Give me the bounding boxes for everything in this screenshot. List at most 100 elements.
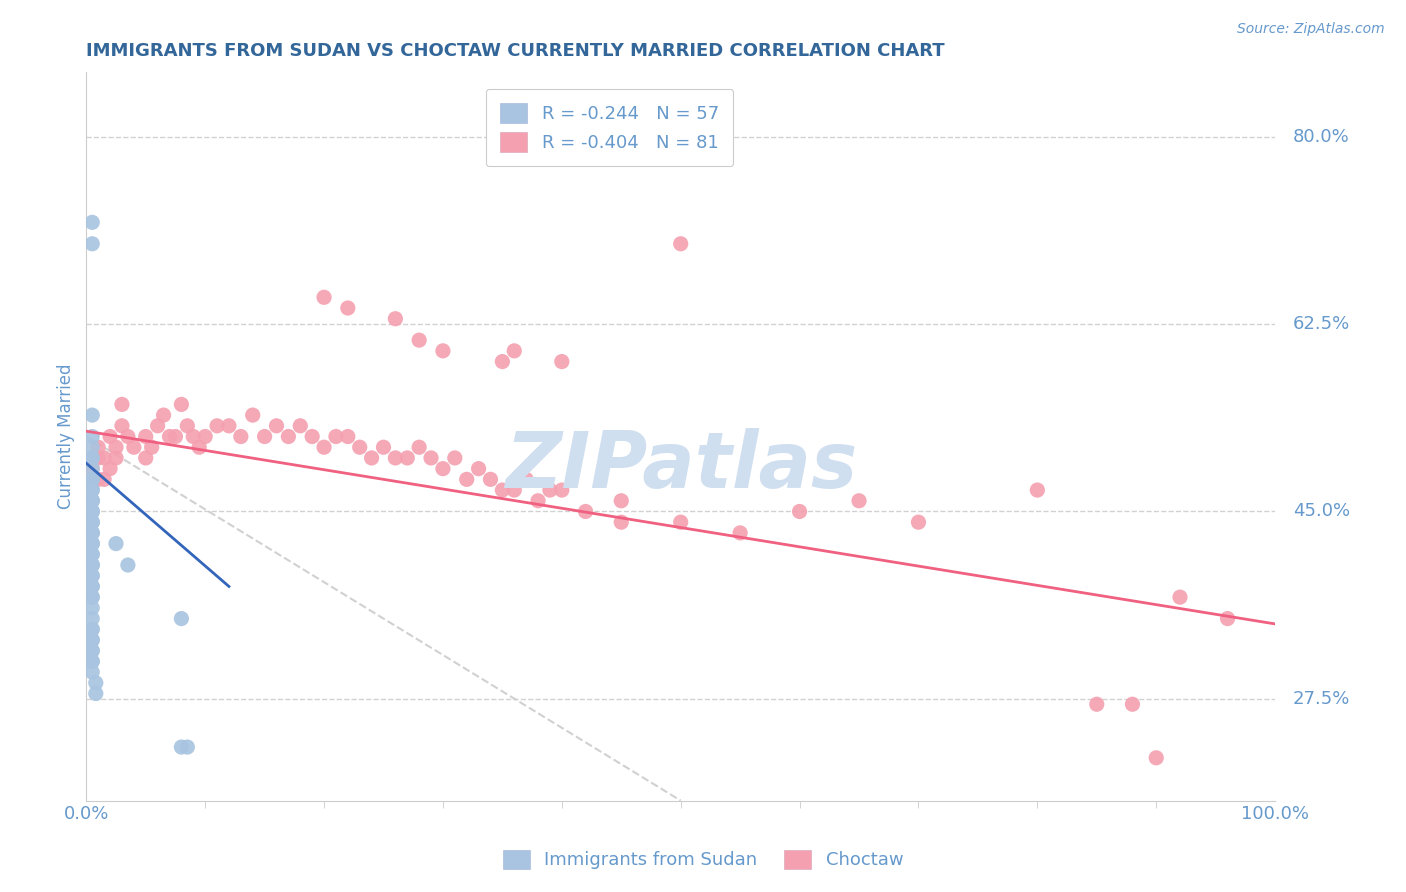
Point — [82, 461, 104, 475]
Point — [82, 632, 104, 647]
Point — [111, 418, 134, 433]
Point — [82, 558, 104, 572]
Point — [141, 440, 163, 454]
Point — [82, 236, 104, 251]
Point — [443, 450, 465, 465]
Point — [574, 504, 596, 518]
Point — [84, 675, 107, 690]
Point — [82, 515, 104, 529]
Point — [242, 408, 264, 422]
Point — [165, 429, 187, 443]
Point — [117, 429, 139, 443]
Y-axis label: Currently Married: Currently Married — [58, 364, 75, 509]
Point — [98, 461, 121, 475]
Point — [82, 408, 104, 422]
Point — [408, 440, 430, 454]
Text: IMMIGRANTS FROM SUDAN VS CHOCTAW CURRENTLY MARRIED CORRELATION CHART: IMMIGRANTS FROM SUDAN VS CHOCTAW CURRENT… — [86, 42, 945, 60]
Point — [420, 450, 443, 465]
Point — [82, 558, 104, 572]
Point — [349, 440, 371, 454]
Point — [82, 579, 104, 593]
Point — [479, 472, 502, 486]
Point — [1121, 698, 1143, 712]
Point — [1144, 751, 1167, 765]
Point — [669, 236, 692, 251]
Point — [82, 579, 104, 593]
Point — [456, 472, 478, 486]
Point — [266, 418, 288, 433]
Point — [491, 483, 513, 497]
Point — [176, 418, 198, 433]
Point — [82, 504, 104, 518]
Point — [312, 290, 335, 304]
Point — [82, 450, 104, 465]
Point — [82, 654, 104, 668]
Point — [503, 343, 526, 358]
Point — [1085, 698, 1108, 712]
Point — [87, 440, 110, 454]
Point — [105, 450, 128, 465]
Point — [82, 600, 104, 615]
Point — [82, 525, 104, 540]
Text: Source: ZipAtlas.com: Source: ZipAtlas.com — [1237, 22, 1385, 37]
Point — [93, 450, 115, 465]
Point — [82, 525, 104, 540]
Point — [82, 632, 104, 647]
Point — [515, 472, 537, 486]
Point — [82, 622, 104, 636]
Point — [1216, 611, 1239, 625]
Point — [432, 343, 454, 358]
Point — [82, 493, 104, 508]
Point — [105, 440, 128, 454]
Point — [93, 472, 115, 486]
Point — [98, 429, 121, 443]
Point — [82, 483, 104, 497]
Point — [290, 418, 312, 433]
Point — [188, 440, 211, 454]
Point — [848, 493, 870, 508]
Point — [82, 493, 104, 508]
Point — [229, 429, 252, 443]
Point — [82, 665, 104, 679]
Point — [152, 408, 174, 422]
Point — [384, 311, 406, 326]
Point — [82, 536, 104, 550]
Point — [82, 547, 104, 561]
Point — [82, 568, 104, 582]
Point — [159, 429, 181, 443]
Point — [82, 622, 104, 636]
Point — [491, 354, 513, 368]
Point — [503, 483, 526, 497]
Point — [467, 461, 489, 475]
Point — [146, 418, 169, 433]
Point — [84, 687, 107, 701]
Point — [82, 450, 104, 465]
Point — [82, 568, 104, 582]
Point — [170, 740, 193, 755]
Point — [176, 740, 198, 755]
Point — [82, 215, 104, 229]
Point — [87, 450, 110, 465]
Point — [82, 483, 104, 497]
Point — [205, 418, 228, 433]
Point — [373, 440, 395, 454]
Point — [432, 461, 454, 475]
Point — [82, 472, 104, 486]
Point — [122, 440, 145, 454]
Point — [82, 590, 104, 604]
Text: 45.0%: 45.0% — [1294, 502, 1350, 521]
Point — [1168, 590, 1191, 604]
Point — [789, 504, 811, 518]
Point — [82, 536, 104, 550]
Point — [336, 301, 359, 315]
Point — [538, 483, 561, 497]
Point — [1026, 483, 1049, 497]
Point — [551, 483, 574, 497]
Point — [301, 429, 323, 443]
Point — [396, 450, 419, 465]
Point — [728, 525, 751, 540]
Point — [82, 504, 104, 518]
Point — [408, 333, 430, 347]
Point — [82, 558, 104, 572]
Point — [82, 643, 104, 657]
